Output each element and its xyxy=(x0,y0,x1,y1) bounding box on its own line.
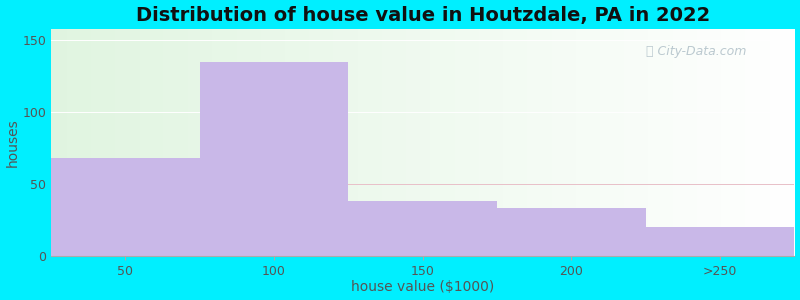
X-axis label: house value ($1000): house value ($1000) xyxy=(351,280,494,294)
Bar xyxy=(200,62,349,256)
Title: Distribution of house value in Houtzdale, PA in 2022: Distribution of house value in Houtzdale… xyxy=(136,6,710,25)
Bar xyxy=(349,201,497,256)
Bar xyxy=(646,227,794,256)
Bar xyxy=(51,158,200,256)
Text: ⓘ City-Data.com: ⓘ City-Data.com xyxy=(646,45,746,58)
Y-axis label: houses: houses xyxy=(6,118,19,166)
Bar xyxy=(497,208,646,256)
